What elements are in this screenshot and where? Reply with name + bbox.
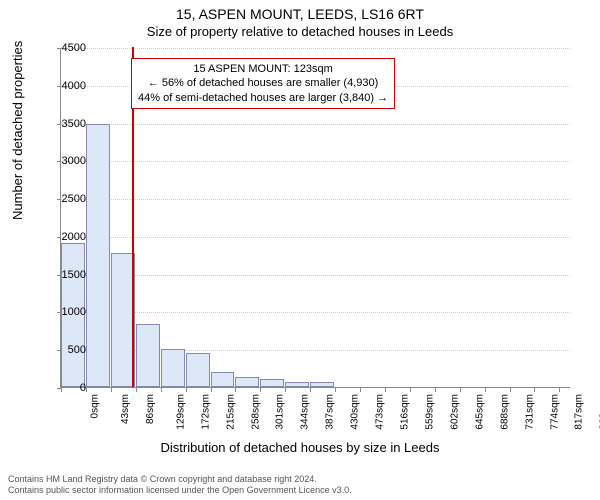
histogram-bar [260,379,284,387]
x-tick-mark [161,388,162,392]
y-tick-label: 500 [46,344,86,356]
x-tick-label: 430sqm [350,394,361,430]
histogram-bar [310,382,334,387]
x-tick-mark [260,388,261,392]
x-tick-label: 559sqm [425,394,436,430]
y-tick-label: 2500 [46,193,86,205]
gridline [61,161,570,162]
y-tick-label: 4500 [46,42,86,54]
y-tick-label: 4000 [46,80,86,92]
attribution-line: Contains public sector information licen… [8,485,352,496]
x-tick-label: 215sqm [225,394,236,430]
gridline [61,48,570,49]
gridline [61,124,570,125]
y-axis-label: Number of detached properties [10,41,25,220]
x-tick-mark [111,388,112,392]
x-tick-mark [360,388,361,392]
x-tick-mark [435,388,436,392]
x-tick-mark [136,388,137,392]
x-tick-mark [485,388,486,392]
x-tick-mark [335,388,336,392]
y-tick-label: 1000 [46,306,86,318]
annotation-line: ← 56% of detached houses are smaller (4,… [138,76,388,90]
x-tick-mark [310,388,311,392]
chart-area: 0sqm43sqm86sqm129sqm172sqm215sqm258sqm30… [60,48,570,418]
x-tick-mark [235,388,236,392]
y-tick-label: 3000 [46,155,86,167]
x-tick-mark [559,388,560,392]
x-tick-label: 344sqm [300,394,311,430]
x-tick-label: 688sqm [499,394,510,430]
x-tick-label: 129sqm [175,394,186,430]
gridline [61,199,570,200]
histogram-bar [136,324,160,387]
x-tick-label: 172sqm [200,394,211,430]
x-tick-mark [460,388,461,392]
histogram-bar [211,372,235,387]
histogram-bar [86,124,110,387]
y-tick-label: 3500 [46,118,86,130]
x-tick-label: 387sqm [325,394,336,430]
y-tick-label: 0 [46,382,86,394]
gridline [61,237,570,238]
y-tick-label: 1500 [46,269,86,281]
annotation-box: 15 ASPEN MOUNT: 123sqm← 56% of detached … [131,58,395,109]
histogram-bar [235,377,259,387]
x-tick-label: 602sqm [449,394,460,430]
x-tick-label: 301sqm [275,394,286,430]
x-tick-label: 43sqm [120,394,131,424]
x-tick-label: 774sqm [549,394,560,430]
x-tick-mark [211,388,212,392]
x-tick-mark [285,388,286,392]
plot-region: 0sqm43sqm86sqm129sqm172sqm215sqm258sqm30… [60,48,570,388]
gridline [61,275,570,276]
x-tick-label: 817sqm [574,394,585,430]
x-tick-mark [86,388,87,392]
annotation-line: 15 ASPEN MOUNT: 123sqm [138,62,388,76]
x-tick-label: 473sqm [375,394,386,430]
gridline [61,312,570,313]
x-axis-label: Distribution of detached houses by size … [0,440,600,455]
histogram-bar [186,353,210,387]
annotation-line: 44% of semi-detached houses are larger (… [138,91,388,105]
x-tick-label: 731sqm [524,394,535,430]
x-tick-label: 86sqm [145,394,156,424]
attribution-text: Contains HM Land Registry data © Crown c… [8,474,352,496]
x-tick-mark [385,388,386,392]
x-tick-mark [510,388,511,392]
x-tick-label: 0sqm [89,394,100,418]
histogram-bar [111,253,135,387]
chart-title: 15, ASPEN MOUNT, LEEDS, LS16 6RT [0,0,600,22]
x-tick-label: 258sqm [250,394,261,430]
x-tick-mark [410,388,411,392]
x-tick-mark [186,388,187,392]
x-tick-mark [534,388,535,392]
histogram-bar [161,349,185,387]
attribution-line: Contains HM Land Registry data © Crown c… [8,474,352,485]
histogram-bar [285,382,309,387]
x-tick-label: 516sqm [400,394,411,430]
x-tick-label: 645sqm [474,394,485,430]
y-tick-label: 2000 [46,231,86,243]
chart-subtitle: Size of property relative to detached ho… [0,22,600,39]
